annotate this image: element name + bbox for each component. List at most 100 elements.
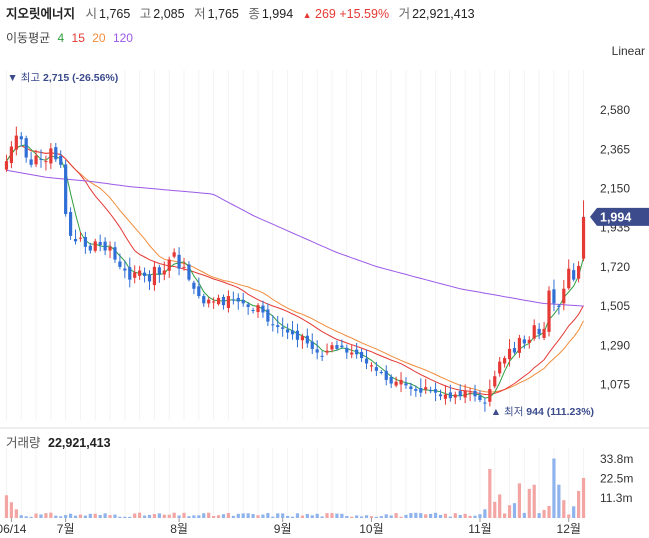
volume-bar bbox=[325, 513, 329, 518]
candle-body bbox=[54, 147, 58, 160]
volume-bar bbox=[4, 495, 9, 518]
volume-bar bbox=[310, 515, 314, 518]
volume-bar bbox=[493, 501, 497, 518]
high-annotation-pct: (-26.56%) bbox=[72, 72, 118, 84]
volume-bar bbox=[152, 514, 157, 518]
volume-bar bbox=[167, 514, 171, 518]
volume-bar bbox=[59, 516, 63, 518]
candle-body bbox=[493, 376, 497, 387]
candle-body bbox=[138, 270, 142, 276]
volume-bar bbox=[64, 515, 68, 518]
candle-body bbox=[374, 367, 378, 371]
candle-body bbox=[507, 348, 512, 360]
scale-toggle-button[interactable]: Linear bbox=[611, 44, 645, 58]
moving-average-legend[interactable]: 이동평균 4 15 20 120 bbox=[6, 29, 137, 46]
volume-bar bbox=[527, 488, 531, 518]
ma-20-label: 20 bbox=[92, 31, 106, 45]
candle-body bbox=[216, 297, 221, 305]
volume-bar bbox=[266, 513, 270, 518]
volume-bar bbox=[532, 484, 536, 518]
volume-bar bbox=[552, 458, 556, 518]
low-annotation-pct: (111.23%) bbox=[547, 406, 594, 418]
candle-body bbox=[503, 358, 507, 364]
last-price-label: 1,994 bbox=[600, 210, 631, 224]
low-value: 1,765 bbox=[207, 7, 239, 21]
ma-15-line bbox=[6, 145, 584, 396]
volume-bar bbox=[547, 505, 551, 518]
volume-panel-title: 거래량 bbox=[6, 436, 41, 450]
volume-bar bbox=[108, 515, 112, 518]
volume-bar bbox=[212, 515, 216, 518]
candle-body bbox=[463, 390, 467, 398]
candle-body bbox=[315, 349, 319, 353]
volume-bar bbox=[68, 513, 73, 518]
volume-bar bbox=[182, 512, 186, 518]
volume-bar bbox=[221, 514, 226, 518]
volume-bar bbox=[345, 516, 349, 518]
volume-bar bbox=[340, 513, 344, 518]
close-value: 1,994 bbox=[261, 7, 294, 21]
candle-body bbox=[359, 351, 364, 359]
candle-body bbox=[320, 355, 324, 357]
candle-body bbox=[404, 383, 408, 386]
volume-bar bbox=[483, 509, 487, 518]
volume-bar bbox=[78, 514, 83, 518]
candle-body bbox=[340, 345, 344, 348]
candle-body bbox=[197, 286, 201, 297]
volume-bar bbox=[162, 514, 166, 518]
candle-body bbox=[399, 379, 403, 385]
ma-15-label: 15 bbox=[71, 31, 85, 45]
candle-body bbox=[295, 330, 300, 340]
open-value: 1,765 bbox=[99, 7, 131, 21]
candle-body bbox=[182, 266, 186, 268]
candle-body bbox=[414, 389, 418, 391]
volume-bar bbox=[216, 515, 221, 518]
volume-bar bbox=[335, 513, 339, 518]
high-annotation-value: 2,715 bbox=[43, 72, 72, 84]
volume-bar bbox=[300, 515, 304, 518]
candle-body bbox=[133, 272, 137, 278]
volume-bar bbox=[128, 516, 132, 518]
price-tick-label: 2,150 bbox=[600, 181, 630, 195]
volume-bar bbox=[374, 516, 378, 518]
volume-bar bbox=[473, 515, 477, 518]
volume-bar bbox=[448, 516, 452, 518]
candle-body bbox=[527, 339, 531, 343]
volume-bar bbox=[330, 513, 334, 518]
candle-body bbox=[424, 387, 428, 390]
price-tick-label: 1,720 bbox=[600, 260, 630, 274]
candle-body bbox=[572, 270, 576, 280]
candle-body bbox=[221, 296, 226, 306]
candle-body bbox=[281, 327, 285, 329]
volume-bar bbox=[399, 516, 403, 518]
candle-body bbox=[64, 164, 68, 215]
volume-bar bbox=[113, 514, 117, 518]
volume-bar bbox=[557, 484, 561, 518]
candle-body bbox=[483, 402, 487, 404]
volume-bar bbox=[443, 513, 448, 518]
volume-bar bbox=[488, 469, 492, 518]
volume-panel-value: 22,921,413 bbox=[48, 436, 111, 450]
candle-body bbox=[157, 267, 161, 275]
volume-bar bbox=[364, 515, 369, 518]
candle-body bbox=[271, 324, 275, 326]
volume-bar bbox=[29, 516, 33, 518]
candle-body bbox=[453, 394, 457, 398]
volume-bar bbox=[498, 494, 502, 518]
volume-bar bbox=[359, 516, 364, 518]
volume-bar bbox=[320, 516, 324, 518]
volume-bar bbox=[355, 515, 359, 518]
candle-body bbox=[162, 270, 166, 275]
volume-bar bbox=[369, 516, 374, 518]
volume-bar bbox=[187, 516, 191, 518]
volume-bar bbox=[384, 514, 388, 518]
candle-body bbox=[562, 288, 566, 304]
volume-bar bbox=[433, 512, 438, 518]
candle-body bbox=[256, 305, 260, 313]
volume-bar bbox=[236, 513, 240, 518]
volume-label: 거 bbox=[398, 7, 411, 21]
volume-bar bbox=[414, 512, 418, 518]
candle-body bbox=[98, 241, 102, 245]
volume-bar bbox=[256, 515, 260, 518]
